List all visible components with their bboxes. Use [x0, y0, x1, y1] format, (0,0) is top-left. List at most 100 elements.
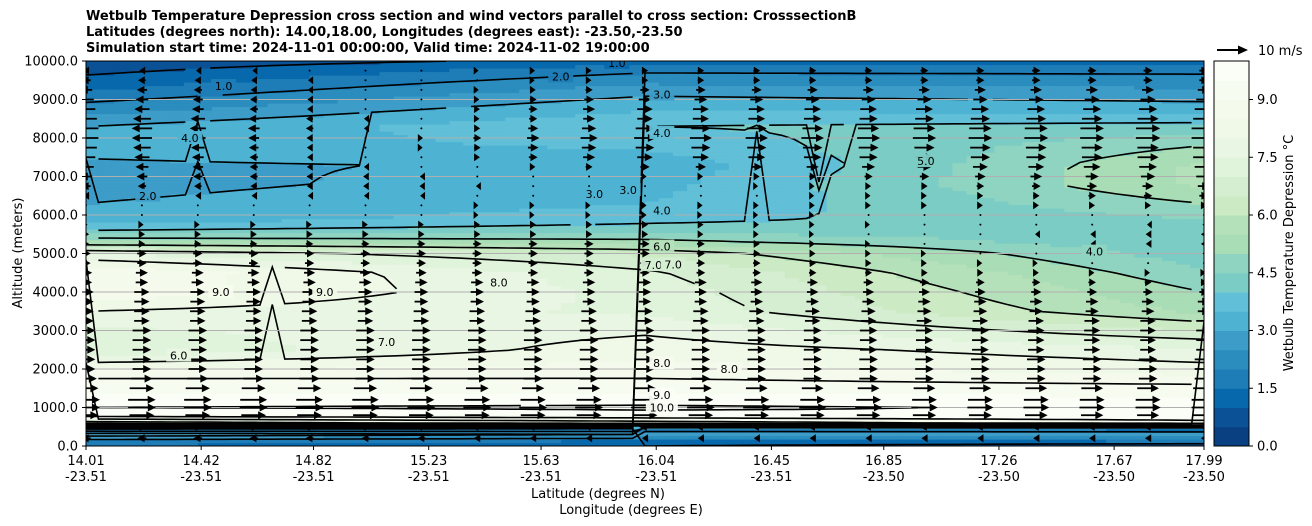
- field-cell: [1078, 411, 1093, 416]
- field-cell: [183, 407, 199, 412]
- field-cell: [826, 386, 842, 391]
- field-cell: [449, 439, 464, 444]
- field-cell: [127, 365, 143, 370]
- field-cell: [756, 418, 772, 423]
- field-cell: [617, 369, 632, 374]
- field-cell: [966, 267, 981, 272]
- field-cell: [197, 435, 213, 440]
- field-cell: [742, 411, 758, 416]
- field-cell: [742, 264, 758, 269]
- field-cell: [658, 281, 674, 286]
- field-cell: [113, 439, 129, 444]
- field-cell: [1162, 271, 1177, 276]
- field-cell: [798, 292, 814, 297]
- field-cell: [1092, 295, 1107, 300]
- field-cell: [463, 306, 478, 311]
- field-cell: [337, 306, 353, 311]
- field-cell: [714, 383, 730, 388]
- field-cell: [854, 323, 870, 328]
- field-cell: [435, 288, 450, 293]
- field-cell: [169, 253, 185, 258]
- field-cell: [533, 313, 548, 318]
- field-cell: [379, 306, 395, 311]
- field-cell: [197, 379, 213, 384]
- field-cell: [253, 232, 269, 237]
- field-cell: [393, 250, 409, 255]
- field-cell: [295, 379, 311, 384]
- field-cell: [1176, 397, 1191, 402]
- field-cell: [770, 414, 786, 419]
- field-cell: [533, 299, 548, 304]
- field-cell: [1134, 390, 1149, 395]
- field-cell: [589, 323, 604, 328]
- field-cell: [672, 379, 688, 384]
- field-cell: [267, 323, 283, 328]
- field-cell: [882, 330, 898, 335]
- field-cell: [197, 442, 213, 446]
- field-cell: [994, 306, 1009, 311]
- field-cell: [910, 428, 926, 433]
- field-cell: [519, 274, 534, 279]
- field-cell: [393, 313, 409, 318]
- field-cell: [1064, 236, 1079, 241]
- field-cell: [575, 295, 590, 300]
- field-cell: [868, 246, 884, 251]
- field-cell: [113, 404, 129, 409]
- field-cell: [477, 236, 492, 241]
- field-cell: [365, 327, 381, 332]
- field-cell: [1134, 253, 1149, 258]
- field-cell: [868, 243, 884, 248]
- field-cell: [952, 341, 968, 346]
- field-cell: [337, 344, 353, 349]
- field-cell: [1036, 362, 1051, 367]
- field-cell: [141, 295, 157, 300]
- field-cell: [910, 253, 926, 258]
- field-cell: [910, 383, 926, 388]
- field-cell: [1106, 323, 1121, 328]
- field-cell: [239, 267, 255, 272]
- field-cell: [169, 383, 185, 388]
- field-cell: [463, 313, 478, 318]
- field-cell: [868, 250, 884, 255]
- field-cell: [896, 299, 912, 304]
- field-cell: [281, 274, 297, 279]
- field-cell: [86, 274, 101, 279]
- field-cell: [840, 313, 856, 318]
- field-cell: [686, 390, 702, 395]
- field-cell: [169, 379, 185, 384]
- field-cell: [924, 355, 940, 360]
- field-cell: [728, 320, 744, 325]
- field-cell: [421, 274, 436, 279]
- field-cell: [672, 435, 688, 440]
- field-cell: [1050, 274, 1065, 279]
- field-cell: [561, 400, 576, 405]
- field-cell: [1120, 400, 1135, 405]
- field-cell: [617, 439, 632, 444]
- field-cell: [994, 246, 1009, 251]
- field-cell: [99, 313, 115, 318]
- field-cell: [547, 442, 562, 446]
- field-cell: [617, 232, 632, 237]
- field-cell: [1036, 299, 1051, 304]
- field-cell: [239, 288, 255, 293]
- field-cell: [365, 365, 381, 370]
- field-cell: [910, 320, 926, 325]
- field-cell: [1036, 236, 1051, 241]
- field-cell: [840, 341, 856, 346]
- field-cell: [1064, 411, 1079, 416]
- field-cell: [379, 302, 395, 307]
- field-cell: [113, 442, 129, 446]
- field-cell: [700, 327, 716, 332]
- field-cell: [658, 320, 674, 325]
- field-cell: [1134, 264, 1149, 269]
- field-cell: [281, 225, 297, 230]
- field-cell: [1092, 257, 1107, 262]
- field-cell: [463, 271, 478, 276]
- field-cell: [812, 285, 828, 290]
- field-cell: [267, 264, 283, 269]
- field-cell: [239, 390, 255, 395]
- field-cell: [756, 278, 772, 283]
- field-cell: [631, 425, 646, 430]
- field-cell: [449, 400, 464, 405]
- field-cell: [211, 435, 227, 440]
